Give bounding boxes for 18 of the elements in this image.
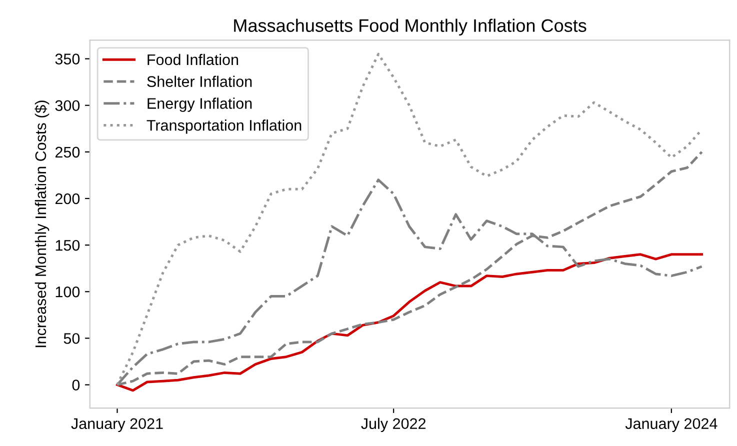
y-tick-label: 0 (72, 380, 80, 390)
y-tick-label: 200 (55, 193, 80, 204)
x-tick-label: January 2024 (625, 418, 718, 432)
y-tick-label: 150 (56, 240, 80, 251)
line-series (116, 253, 704, 392)
legend-label: Energy Inflation (148, 98, 252, 112)
legend-label: Shelter Inflation (147, 76, 252, 87)
legend-label: Food Inflation (148, 54, 238, 66)
legend-label: Transportation Inflation (146, 120, 302, 134)
y-tick-label: 50 (64, 333, 80, 344)
y-tick-label: 350 (55, 54, 80, 64)
y-axis-title: Increased Monthly Inflation Costs ($) (34, 100, 50, 348)
y-tick-label: 250 (55, 146, 80, 158)
y-tick-label: 100 (56, 286, 80, 298)
x-tick-label: January 2021 (71, 418, 163, 432)
y-tick-label: 300 (55, 100, 80, 112)
chart-title: Massachusetts Food Monthly Inflation Costs (234, 18, 586, 36)
x-tick-label: July 2022 (361, 418, 426, 432)
